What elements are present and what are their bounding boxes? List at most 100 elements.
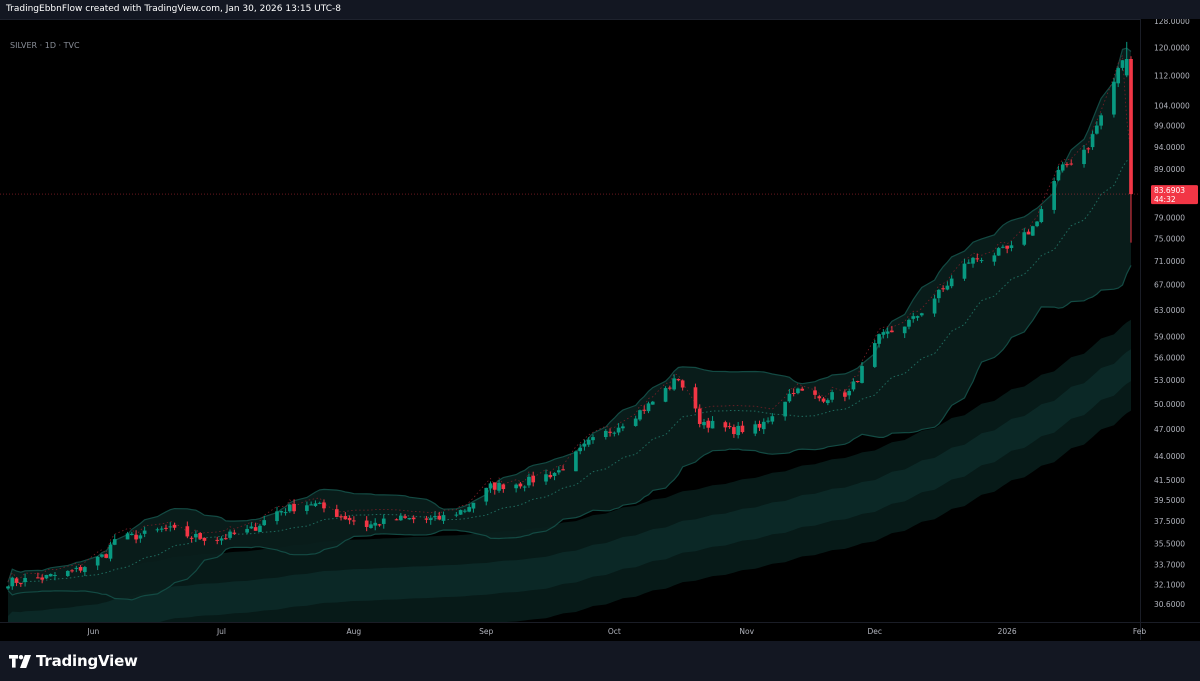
candle-body bbox=[100, 554, 104, 557]
tradingview-logo-text: TradingView bbox=[36, 652, 138, 670]
candle bbox=[189, 536, 194, 543]
candle-body bbox=[53, 574, 57, 576]
candle-body bbox=[783, 401, 787, 417]
price-chart[interactable]: 128.0000 120.0000 112.0000 104.0000 99.0000 9… bbox=[0, 19, 1200, 640]
candle-body bbox=[1052, 180, 1056, 210]
candle-body bbox=[403, 516, 407, 518]
price-axis-tick: 41.5000 bbox=[1154, 476, 1185, 485]
tradingview-logo[interactable]: TradingView bbox=[9, 652, 138, 670]
candle-body bbox=[492, 482, 497, 490]
candle bbox=[1060, 161, 1065, 173]
candle bbox=[399, 512, 403, 521]
candle bbox=[902, 326, 907, 339]
bollinger-mid-line bbox=[7, 157, 1132, 587]
candle bbox=[561, 465, 565, 471]
candle-body bbox=[552, 472, 557, 477]
candle bbox=[522, 485, 527, 492]
candle bbox=[1009, 240, 1014, 252]
candle bbox=[1124, 41, 1129, 78]
candle bbox=[962, 258, 967, 281]
candle-body bbox=[813, 390, 817, 395]
candle-body bbox=[877, 334, 881, 344]
candle bbox=[791, 388, 796, 397]
candle-body bbox=[612, 432, 617, 434]
candle bbox=[612, 431, 617, 437]
candle-body bbox=[962, 263, 967, 279]
candle-body bbox=[821, 398, 826, 402]
candle bbox=[492, 482, 497, 495]
candle-body bbox=[428, 518, 433, 521]
bollinger-upper-line bbox=[7, 47, 1132, 583]
chart-area[interactable]: 128.0000 120.0000 112.0000 104.0000 99.0000 9… bbox=[0, 19, 1200, 640]
candle bbox=[766, 417, 770, 424]
candle bbox=[467, 503, 471, 513]
candle-body bbox=[603, 430, 608, 438]
candle bbox=[992, 252, 997, 266]
candle bbox=[313, 500, 318, 508]
candle-body bbox=[796, 388, 800, 394]
price-axis-tick: 79.0000 bbox=[1154, 214, 1185, 223]
candle bbox=[232, 529, 237, 535]
candle-body bbox=[471, 502, 476, 509]
candle bbox=[309, 501, 313, 506]
candle bbox=[847, 388, 852, 400]
candle-body bbox=[1022, 232, 1027, 245]
candle-body bbox=[1124, 58, 1129, 76]
candle-body bbox=[343, 516, 348, 520]
candle-body bbox=[1112, 81, 1116, 115]
candle-body bbox=[253, 527, 258, 531]
candle-body bbox=[202, 537, 207, 541]
candle-body bbox=[249, 526, 254, 529]
candle-body bbox=[78, 566, 83, 571]
candle-body bbox=[424, 518, 429, 520]
candle bbox=[877, 333, 881, 348]
price-axis-tick: 59.0000 bbox=[1154, 332, 1185, 341]
candle bbox=[283, 508, 288, 516]
candle bbox=[753, 420, 758, 437]
candle bbox=[975, 253, 980, 262]
candle bbox=[100, 553, 104, 558]
candle bbox=[817, 394, 822, 402]
candle bbox=[727, 422, 732, 429]
time-axis-tick: Aug bbox=[347, 627, 362, 636]
candle-body bbox=[518, 483, 523, 487]
candle bbox=[74, 565, 79, 573]
candle-body bbox=[591, 437, 595, 441]
candle-body bbox=[608, 431, 612, 433]
candle-body bbox=[787, 393, 792, 402]
candle-body bbox=[488, 483, 493, 489]
candle-body bbox=[44, 574, 49, 579]
candle bbox=[697, 404, 702, 428]
candle-body bbox=[287, 504, 292, 512]
candle bbox=[578, 443, 583, 455]
candle-body bbox=[172, 524, 177, 528]
candle-body bbox=[736, 425, 740, 436]
candle-body bbox=[826, 400, 830, 404]
candle bbox=[159, 526, 164, 533]
candle bbox=[373, 518, 378, 531]
price-axis-tick: 63.0000 bbox=[1154, 306, 1185, 315]
candle-body bbox=[800, 388, 805, 391]
candle bbox=[463, 508, 467, 514]
time-axis-tick: Feb bbox=[1133, 627, 1147, 636]
candle-body bbox=[791, 392, 796, 394]
candle-body bbox=[727, 426, 732, 428]
candle-body bbox=[1065, 164, 1069, 166]
candle bbox=[364, 516, 369, 532]
candle bbox=[710, 416, 715, 429]
candle-body bbox=[919, 313, 924, 316]
candle-body bbox=[1090, 134, 1095, 148]
candle bbox=[843, 389, 847, 402]
candle bbox=[531, 471, 536, 487]
candle-body bbox=[283, 512, 288, 514]
candle bbox=[458, 509, 463, 515]
candle bbox=[369, 520, 373, 529]
candle bbox=[830, 389, 834, 403]
candle-body bbox=[966, 262, 971, 264]
candle bbox=[18, 582, 23, 587]
chart-header-bar: TradingEbbnFlow created with TradingView… bbox=[0, 0, 1200, 20]
price-axis-tick: 128.0000 bbox=[1154, 19, 1190, 26]
candle-body bbox=[104, 554, 109, 558]
candle-body bbox=[872, 343, 877, 367]
time-axis-layer: Jun Jul Aug Sep Oct Nov Dec 2026 Feb bbox=[0, 19, 1200, 640]
